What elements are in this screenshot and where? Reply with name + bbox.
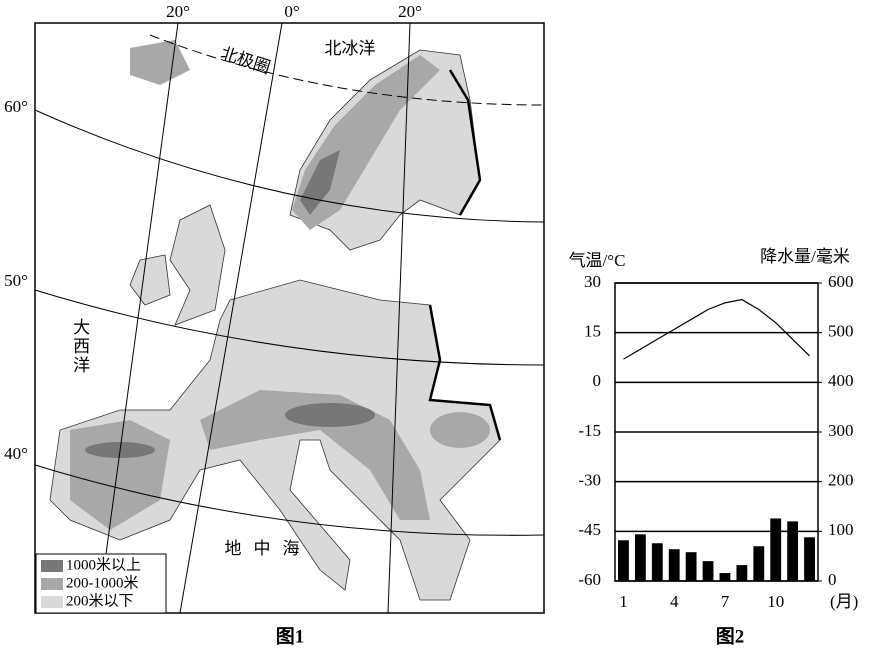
parallel (34, 109, 545, 223)
graticule (34, 22, 545, 614)
y2-axis-label: 降水量/毫米 (760, 247, 850, 266)
border (448, 69, 482, 216)
carpathian-mid (430, 412, 490, 448)
y-tick-label: -60 (578, 570, 601, 589)
temperature-line (623, 298, 810, 360)
sea-label: 地中海 (225, 539, 312, 558)
caption: 图2 (716, 625, 745, 647)
map-legend: 1000米以上 200-1000米 200米以下 (35, 553, 167, 614)
meridian (179, 22, 283, 614)
x-tick-label: 7 (721, 592, 730, 611)
land (49, 40, 501, 601)
y2-tick-label: 600 (828, 272, 854, 291)
parallel-label: 60° (4, 97, 28, 116)
caption: 图1 (276, 625, 305, 647)
y-tick-label: 30 (584, 272, 601, 291)
arctic-circle (149, 34, 545, 106)
y-axis-label: 气温/°C (569, 251, 626, 270)
ocean-label: 大西洋 (70, 318, 90, 375)
alps-high (285, 403, 375, 427)
ireland (129, 254, 171, 306)
precip-bar (651, 543, 663, 581)
legend-swatch (41, 596, 63, 608)
legend-swatch (41, 578, 63, 590)
y2-tick-label: 500 (828, 322, 854, 341)
meridian (387, 22, 411, 614)
alps-mid (200, 390, 430, 520)
meridian-label: 20° (166, 2, 190, 21)
y-tick-label: -15 (578, 421, 601, 440)
precip-bar (753, 546, 765, 581)
precip-bar (770, 518, 782, 581)
britain (169, 204, 226, 326)
parallel-label: 40° (4, 444, 28, 463)
x-tick-label: 4 (670, 592, 679, 611)
precip-bar (618, 540, 629, 581)
precip-bar (787, 521, 799, 581)
y-tick-label: -30 (578, 471, 601, 490)
y2-tick-label: 300 (828, 421, 854, 440)
y2-tick-label: 0 (828, 570, 837, 589)
meridian-label: 20° (398, 2, 422, 21)
precip-bar (736, 565, 748, 581)
y-tick-label: 15 (584, 322, 601, 341)
border (428, 304, 502, 441)
y2-tick-label: 200 (828, 471, 854, 490)
y2-tick-label: 400 (828, 371, 854, 390)
x-axis-label: (月) (830, 592, 858, 611)
x-tick-label: 10 (767, 592, 784, 611)
precip-bar (634, 534, 646, 581)
legend-swatch (41, 560, 63, 572)
ocean-label: 北冰洋 (325, 39, 376, 58)
legend-label: 200米以下 (66, 592, 134, 609)
parallel (34, 464, 545, 536)
precip-bar (702, 561, 714, 581)
y2-tick-label: 100 (828, 520, 854, 539)
precip-bar (685, 552, 697, 581)
y-tick-label: 0 (593, 371, 602, 390)
precip-bar (668, 549, 680, 581)
parallel-label: 50° (4, 271, 28, 290)
legend-label: 1000米以上 (66, 556, 141, 573)
y-tick-label: -45 (578, 520, 601, 539)
legend-label: 200-1000米 (66, 574, 139, 591)
climate-chart: 气温/°C 降水量/毫米 (月) 图2 (569, 247, 859, 647)
meridian-label: 0° (284, 2, 299, 21)
x-tick-label: 1 (619, 592, 628, 611)
precip-bar (719, 573, 731, 581)
iceland (130, 40, 190, 85)
parallel (34, 289, 545, 366)
precip-bar (804, 537, 815, 581)
